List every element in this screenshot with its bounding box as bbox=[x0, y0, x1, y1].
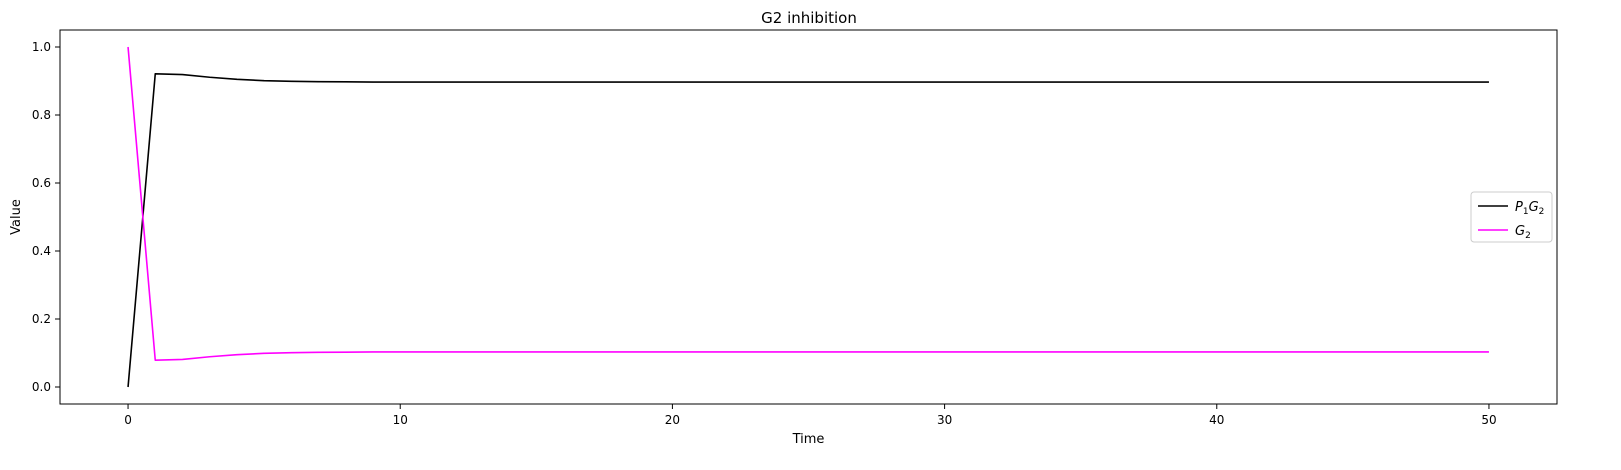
y-tick-label: 0.6 bbox=[32, 176, 51, 190]
legend-label-p1g2: P1G2 bbox=[1515, 200, 1544, 217]
legend-label-g2: G2 bbox=[1515, 224, 1531, 241]
x-tick-label: 20 bbox=[665, 413, 680, 427]
y-axis: 0.0 0.2 0.4 0.6 0.8 1.0 bbox=[32, 40, 60, 394]
x-axis: 0 10 20 30 40 50 bbox=[124, 404, 1497, 427]
y-axis-label: Value bbox=[9, 199, 24, 235]
x-tick-label: 0 bbox=[124, 413, 132, 427]
axes-frame bbox=[59, 29, 1558, 405]
chart-title: G2 inhibition bbox=[761, 9, 857, 27]
y-tick-label: 1.0 bbox=[32, 40, 51, 54]
y-tick-label: 0.8 bbox=[32, 108, 51, 122]
plot-area: 0 10 20 30 40 50 0.0 0.2 0.4 0.6 0.8 1.0 bbox=[32, 29, 1558, 427]
y-tick-label: 0.0 bbox=[32, 380, 51, 394]
series-line-g2 bbox=[127, 46, 1489, 361]
legend: P1G2 G2 bbox=[1470, 191, 1553, 243]
x-tick-label: 10 bbox=[393, 413, 408, 427]
y-tick-label: 0.4 bbox=[32, 244, 51, 258]
x-tick-label: 50 bbox=[1481, 413, 1496, 427]
series-line-p1g2 bbox=[127, 73, 1489, 388]
x-axis-label: Time bbox=[792, 432, 825, 447]
series-lines bbox=[127, 46, 1489, 388]
x-tick-label: 40 bbox=[1209, 413, 1224, 427]
x-tick-label: 30 bbox=[937, 413, 952, 427]
y-tick-label: 0.2 bbox=[32, 312, 51, 326]
legend-box bbox=[1470, 191, 1553, 243]
